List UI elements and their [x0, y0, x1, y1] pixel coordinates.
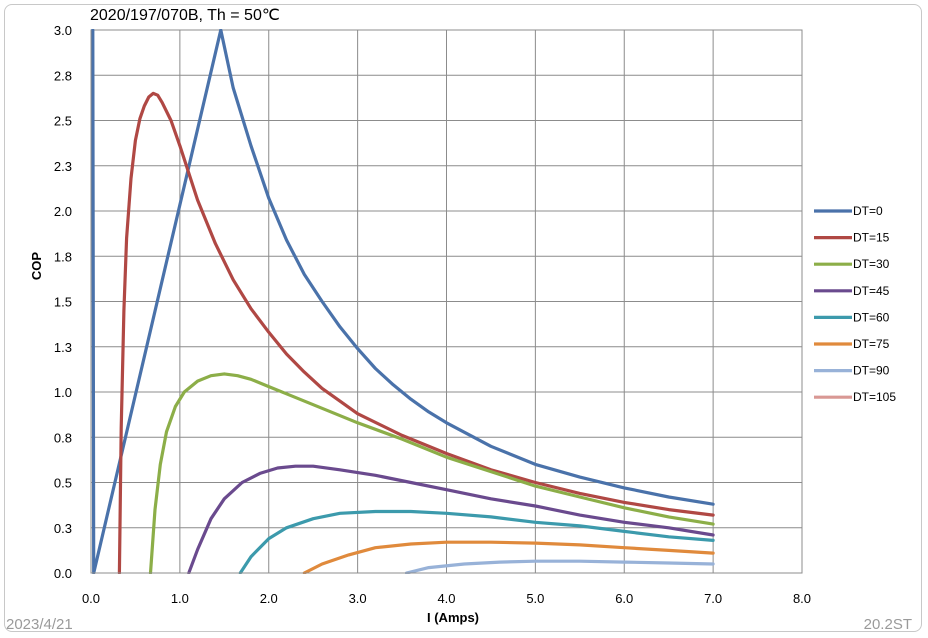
legend-label-dt-60: DT=60 [853, 310, 890, 324]
footer-date: 2023/4/21 [6, 616, 73, 633]
x-tick-label: 5.0 [526, 591, 544, 606]
series-line-dt-0 [91, 29, 715, 574]
legend-label-dt-0: DT=0 [853, 204, 883, 218]
chart-title: 2020/197/070B, Th = 50℃ [90, 7, 280, 24]
y-tick-label: 0.8 [54, 430, 72, 445]
y-tick-label: 1.8 [54, 249, 72, 264]
y-tick-label: 2.5 [54, 114, 72, 129]
y-tick-label: 0.3 [54, 521, 72, 536]
y-tick-label: 2.8 [54, 68, 72, 83]
legend-label-dt-105: DT=105 [853, 390, 896, 404]
x-tick-label: 2.0 [260, 591, 278, 606]
x-tick-label: 3.0 [349, 591, 367, 606]
chart-frame [4, 4, 922, 632]
y-tick-labels: 0.0 0.3 0.5 0.8 1.0 1.3 1.5 1.8 2.0 2.3 2.5 2.8 3.0 [54, 23, 72, 581]
x-tick-label: 8.0 [793, 591, 811, 606]
footer-code: 20.2ST [864, 616, 912, 633]
y-tick-label: 1.5 [54, 295, 72, 310]
y-tick-label: 1.3 [54, 340, 72, 355]
legend-label-dt-15: DT=15 [853, 231, 890, 245]
y-tick-label: 0.0 [54, 566, 72, 581]
x-tick-label: 6.0 [615, 591, 633, 606]
x-tick-label: 0.0 [82, 591, 100, 606]
series-line-dt-45 [187, 464, 715, 574]
y-tick-label: 2.0 [54, 204, 72, 219]
y-axis-label: COP [29, 252, 44, 281]
x-tick-labels: 0.0 1.0 2.0 3.0 4.0 5.0 6.0 7.0 8.0 [82, 591, 811, 606]
series-lines [90, 29, 802, 574]
series-line-dt-75 [302, 540, 715, 574]
y-tick-label: 3.0 [54, 23, 72, 38]
y-tick-label: 2.3 [54, 159, 72, 174]
series-line-dt-90 [404, 559, 715, 574]
y-tick-label: 0.5 [54, 476, 72, 491]
legend-label-dt-45: DT=45 [853, 284, 890, 298]
legend-label-dt-90: DT=90 [853, 364, 890, 378]
legend-label-dt-30: DT=30 [853, 257, 890, 271]
y-tick-label: 1.0 [54, 385, 72, 400]
series-line-dt-60 [238, 509, 715, 574]
legend-label-dt-75: DT=75 [853, 337, 890, 351]
x-tick-label: 4.0 [437, 591, 455, 606]
series-line-dt-30 [148, 372, 715, 574]
x-tick-label: 1.0 [171, 591, 189, 606]
legend: DT=0 DT=15 DT=30 DT=45 DT=60 DT=75 DT=90 DT=105 [814, 204, 896, 404]
x-axis-label: I (Amps) [427, 610, 479, 625]
series-line-dt-15 [117, 91, 715, 574]
x-tick-label: 7.0 [704, 591, 722, 606]
